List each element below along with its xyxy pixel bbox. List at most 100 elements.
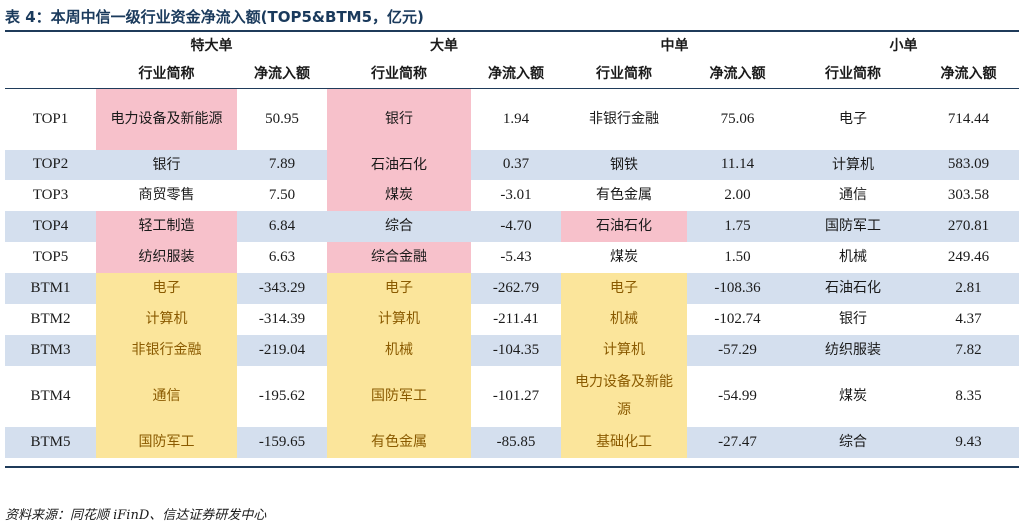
- netflow-cell-small: 9.43: [918, 426, 1019, 458]
- industry-cell-xl: 轻工制造: [96, 210, 237, 242]
- netflow-cell-xl: -219.04: [237, 334, 327, 366]
- industry-cell-medium: 煤炭: [610, 249, 638, 265]
- netflow-cell-large: -85.85: [471, 426, 561, 458]
- industry-cell-xl: 通信: [96, 365, 237, 427]
- industry-cell-medium: 机械: [561, 303, 687, 335]
- industry-cell-small: 通信: [839, 187, 867, 203]
- row-label: BTM2: [30, 310, 71, 327]
- row-label: BTM1: [5, 272, 96, 304]
- source-note: 资料来源：同花顺 iFinD、信达证券研发中心: [5, 508, 267, 523]
- table-row: BTM5 国防军工 -159.65 有色金属 -85.85 基础化工 -27.47 综合 9.4…: [5, 426, 1019, 458]
- industry-cell-xl: 非银行金融: [96, 334, 237, 366]
- netflow-cell-medium: 75.06: [720, 110, 755, 127]
- netflow-cell-xl: 50.95: [265, 110, 299, 127]
- industry-cell-xl: 电子: [96, 272, 237, 304]
- column-header-row: 行业简称 净流入额 行业简称 净流入额 行业简称 净流入额 行业简称 净流入额: [5, 58, 1019, 89]
- netflow-cell-large: 1.94: [502, 110, 530, 127]
- industry-cell-large: 机械: [327, 334, 471, 366]
- col-header-industry: 行业简称: [788, 58, 918, 89]
- table-row: BTM2 计算机 -314.39 计算机 -211.41 机械 -102.74 银行 4.37: [5, 303, 1019, 335]
- group-header-small: 小单: [889, 38, 918, 54]
- industry-cell-large: 银行: [327, 88, 471, 150]
- table-row: TOP2 银行 7.89 石油石化 0.37 钢铁 11.14 计算机 583.09: [5, 149, 1019, 180]
- group-header-xl: 特大单: [190, 38, 233, 54]
- netflow-cell-small: 249.46: [947, 248, 990, 265]
- netflow-cell-medium: 1.50: [724, 248, 751, 265]
- industry-cell-medium: 电力设备及新能源: [561, 365, 687, 427]
- table-row: BTM1 电子 -343.29 电子 -262.79 电子 -108.36 石油石化 2.81: [5, 272, 1019, 304]
- netflow-cell-small: 8.35: [955, 387, 982, 404]
- netflow-cell-small: 7.82: [918, 334, 1019, 366]
- netflow-cell-medium: 2.00: [724, 186, 751, 203]
- industry-cell-medium: 石油石化: [561, 210, 687, 242]
- netflow-cell-large: 0.37: [471, 149, 561, 180]
- netflow-cell-medium: -57.29: [687, 334, 788, 366]
- industry-cell-xl: 电力设备及新能源: [96, 88, 237, 150]
- row-label: TOP3: [32, 186, 69, 203]
- industry-cell-large: 计算机: [327, 303, 471, 335]
- industry-cell-xl: 计算机: [96, 303, 237, 335]
- table-row: TOP4 轻工制造 6.84 综合 -4.70 石油石化 1.75 国防军工 270.81: [5, 210, 1019, 242]
- industry-cell-medium: 计算机: [561, 334, 687, 366]
- industry-cell-small: 国防军工: [788, 210, 918, 242]
- netflow-cell-large: -4.70: [471, 210, 561, 242]
- industry-cell-small: 机械: [839, 249, 867, 265]
- col-header-industry: 行业简称: [561, 58, 687, 89]
- col-header-netflow: 净流入额: [237, 58, 327, 89]
- col-header-industry: 行业简称: [96, 58, 237, 89]
- industry-cell-large: 煤炭: [327, 179, 471, 211]
- netflow-cell-medium: 11.14: [687, 149, 788, 180]
- industry-cell-xl: 国防军工: [96, 426, 237, 458]
- netflow-cell-medium: -102.74: [714, 310, 761, 327]
- netflow-cell-large: -211.41: [493, 310, 539, 327]
- netflow-cell-large: -101.27: [492, 387, 540, 404]
- col-header-netflow: 净流入额: [471, 58, 561, 89]
- netflow-cell-medium: -108.36: [687, 272, 788, 304]
- netflow-cell-small: 303.58: [947, 186, 990, 203]
- row-label: TOP1: [32, 110, 69, 127]
- netflow-cell-medium: 1.75: [687, 210, 788, 242]
- row-label: BTM4: [30, 387, 71, 404]
- table-row: BTM4 通信 -195.62 国防军工 -101.27 电力设备及新能源 -54.99 煤炭…: [5, 365, 1019, 427]
- netflow-cell-large: -262.79: [471, 272, 561, 304]
- industry-cell-xl: 银行: [96, 149, 237, 180]
- netflow-cell-medium: -54.99: [718, 387, 757, 404]
- industry-cell-small: 纺织服装: [788, 334, 918, 366]
- industry-cell-xl: 商贸零售: [138, 187, 195, 203]
- netflow-cell-small: 2.81: [918, 272, 1019, 304]
- industry-cell-large: 综合金融: [327, 241, 471, 273]
- industry-cell-small: 石油石化: [788, 272, 918, 304]
- netflow-cell-xl: -314.39: [258, 310, 306, 327]
- industry-cell-medium: 基础化工: [561, 426, 687, 458]
- row-label: TOP5: [32, 248, 69, 265]
- netflow-cell-large: -5.43: [500, 248, 532, 265]
- group-header-large: 大单: [430, 38, 458, 54]
- industry-cell-large: 电子: [327, 272, 471, 304]
- industry-cell-small: 银行: [839, 311, 867, 327]
- table-row: TOP1 电力设备及新能源 50.95 银行 1.94 非银行金融 75.06 电子 714.4…: [5, 88, 1019, 150]
- col-header-industry: 行业简称: [327, 58, 471, 89]
- corner-cell: [5, 58, 96, 89]
- corner-cell: [5, 32, 96, 58]
- industry-cell-xl: 纺织服装: [96, 241, 237, 273]
- netflow-cell-xl: 7.50: [268, 186, 296, 203]
- group-header-medium: 中单: [660, 38, 689, 54]
- table-row: TOP5 纺织服装 6.63 综合金融 -5.43 煤炭 1.50 机械 249.46: [5, 241, 1019, 273]
- table-body: TOP1 电力设备及新能源 50.95 银行 1.94 非银行金融 75.06 电子 714.4…: [5, 88, 1019, 458]
- industry-cell-large: 有色金属: [327, 426, 471, 458]
- netflow-cell-small: 583.09: [918, 149, 1019, 180]
- industry-cell-medium: 钢铁: [561, 149, 687, 180]
- netflow-cell-xl: 6.63: [268, 248, 296, 265]
- row-label: TOP4: [5, 210, 96, 242]
- netflow-cell-medium: -27.47: [687, 426, 788, 458]
- netflow-cell-xl: -195.62: [258, 387, 306, 404]
- netflow-cell-small: 714.44: [947, 110, 990, 127]
- netflow-cell-large: -104.35: [471, 334, 561, 366]
- table-row: BTM3 非银行金融 -219.04 机械 -104.35 计算机 -57.29 纺织服装 7.…: [5, 334, 1019, 366]
- netflow-cell-large: -3.01: [500, 186, 532, 203]
- netflow-cell-small: 270.81: [918, 210, 1019, 242]
- industry-cell-small: 煤炭: [839, 388, 867, 404]
- industry-cell-large: 石油石化: [327, 149, 471, 180]
- industry-cell-large: 国防军工: [327, 365, 471, 427]
- row-label: BTM3: [5, 334, 96, 366]
